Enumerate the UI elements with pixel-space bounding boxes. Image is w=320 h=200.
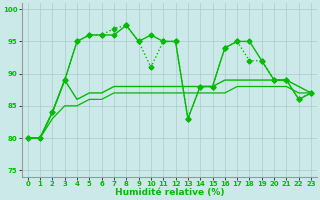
- X-axis label: Humidité relative (%): Humidité relative (%): [115, 188, 224, 197]
